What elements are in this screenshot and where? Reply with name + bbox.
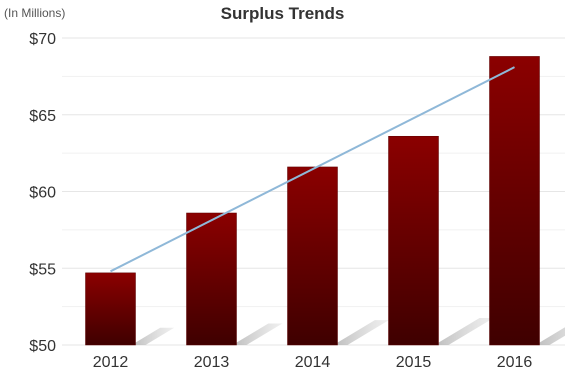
y-tick-label: $50 <box>29 338 56 355</box>
bar-shadows <box>131 317 565 345</box>
bar-2013 <box>186 212 237 346</box>
x-tick-label: 2015 <box>396 354 432 371</box>
bars <box>85 56 540 346</box>
bar-shadow <box>535 327 565 345</box>
bar-shadow <box>434 317 494 345</box>
bar-2012 <box>85 272 136 346</box>
bar-shadow <box>232 323 283 345</box>
bar-2016 <box>489 56 540 346</box>
trend-line <box>110 66 515 273</box>
bar-2015 <box>388 135 439 346</box>
y-tick-label: $55 <box>29 261 56 278</box>
x-axis-ticks: 2012 2013 2014 2015 2016 <box>93 354 533 371</box>
x-tick-label: 2014 <box>295 354 331 371</box>
grid-lines <box>62 37 565 346</box>
y-tick-label: $70 <box>29 31 56 48</box>
y-axis-ticks: $50 $55 $60 $65 $70 <box>29 31 56 355</box>
y-tick-label: $60 <box>29 185 56 202</box>
x-tick-label: 2013 <box>194 354 230 371</box>
chart-title: Surplus Trends <box>220 4 345 23</box>
x-tick-label: 2016 <box>497 354 533 371</box>
bar-shadow <box>333 320 389 345</box>
unit-note: (In Millions) <box>4 6 66 20</box>
trendline <box>110 66 515 273</box>
y-tick-label: $65 <box>29 108 56 125</box>
bar-shadow <box>131 327 175 345</box>
bar-2014 <box>287 166 338 346</box>
x-tick-label: 2012 <box>93 354 129 371</box>
